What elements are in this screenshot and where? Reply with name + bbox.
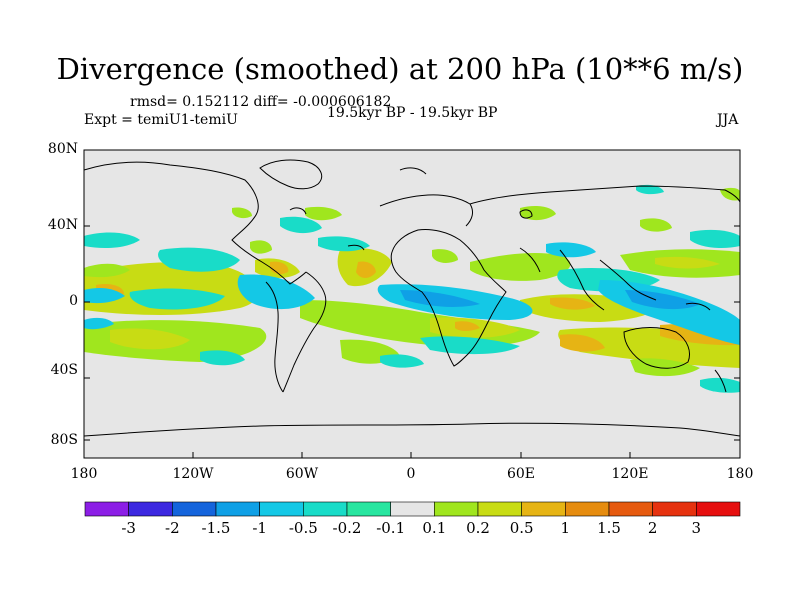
colorbar-label: -1.5 <box>201 519 231 537</box>
x-tick-label: 120W <box>172 466 214 482</box>
y-tick-label: 80S <box>50 432 78 448</box>
coastlines <box>83 159 741 437</box>
colorbar-label: 1.5 <box>597 519 621 537</box>
period-label: 19.5kyr BP - 19.5kyr BP <box>327 105 498 121</box>
colorbar-label: 0.2 <box>466 519 490 537</box>
x-ticks <box>83 452 741 458</box>
divergence-field <box>84 184 740 393</box>
colorbar-swatch <box>565 501 610 517</box>
colorbar-label: -0.1 <box>376 519 406 537</box>
plot-title: Divergence (smoothed) at 200 hPa (10**6 … <box>56 52 744 86</box>
x-tick-label: 60E <box>506 466 536 482</box>
colorbar-label: 1 <box>560 519 571 537</box>
x-tick-label: 120E <box>611 466 649 482</box>
colorbar-swatch <box>652 501 697 517</box>
y-tick-label: 40N <box>47 217 78 233</box>
colorbar-swatch <box>259 501 304 517</box>
y-ticks <box>84 149 740 441</box>
y-tick-label: 0 <box>69 293 78 309</box>
colorbar-label: -0.5 <box>288 519 318 537</box>
colorbar-swatch <box>84 501 129 517</box>
colorbar-swatch <box>215 501 260 517</box>
x-tick-label: 60W <box>285 466 319 482</box>
colorbar <box>84 501 741 517</box>
colorbar-swatch <box>477 501 522 517</box>
colorbar-label: -2 <box>165 519 180 537</box>
colorbar-swatch <box>608 501 653 517</box>
colorbar-label: -3 <box>121 519 136 537</box>
y-tick-label: 40S <box>50 362 78 378</box>
colorbar-label: -0.2 <box>332 519 362 537</box>
colorbar-swatch <box>696 501 741 517</box>
colorbar-swatch <box>172 501 217 517</box>
colorbar-swatch <box>434 501 479 517</box>
x-tick-label: 0 <box>406 466 416 482</box>
map-frame <box>83 149 741 459</box>
colorbar-swatch <box>346 501 391 517</box>
y-tick-label: 80N <box>47 141 78 157</box>
colorbar-label: -1 <box>252 519 267 537</box>
colorbar-label: 0.1 <box>422 519 447 537</box>
colorbar-swatch <box>521 501 566 517</box>
colorbar-label: 2 <box>647 519 658 537</box>
stats-label: rmsd= 0.152112 diff= -0.000606182 <box>130 94 392 110</box>
colorbar-swatch <box>303 501 348 517</box>
colorbar-label: 3 <box>691 519 702 537</box>
colorbar-label: 0.5 <box>509 519 534 537</box>
x-tick-label: 180 <box>726 466 754 482</box>
colorbar-swatch <box>390 501 435 517</box>
expt-label: Expt = temiU1-temiU <box>84 112 238 128</box>
colorbar-swatch <box>128 501 173 517</box>
x-tick-label: 180 <box>70 466 98 482</box>
season-label: JJA <box>717 112 739 128</box>
